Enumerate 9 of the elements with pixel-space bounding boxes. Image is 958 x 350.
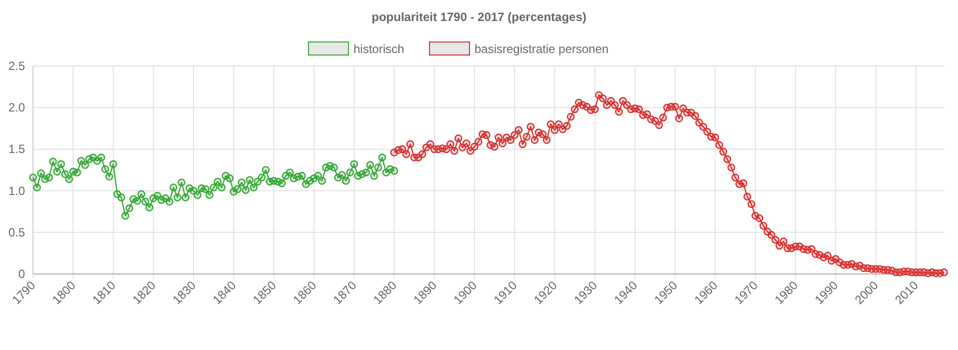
legend-label: basisregistratie personen xyxy=(474,42,609,56)
chart-title: populariteit 1790 - 2017 (percentages) xyxy=(372,10,586,24)
y-tick-label: 1.5 xyxy=(8,142,26,156)
y-tick-label: 1.0 xyxy=(8,184,26,198)
legend-label: historisch xyxy=(354,42,404,56)
y-tick-label: 2.5 xyxy=(8,59,26,73)
y-tick-label: 2.0 xyxy=(8,100,26,115)
y-tick-label: 0.5 xyxy=(8,225,26,240)
y-tick-label: 0 xyxy=(18,267,26,281)
